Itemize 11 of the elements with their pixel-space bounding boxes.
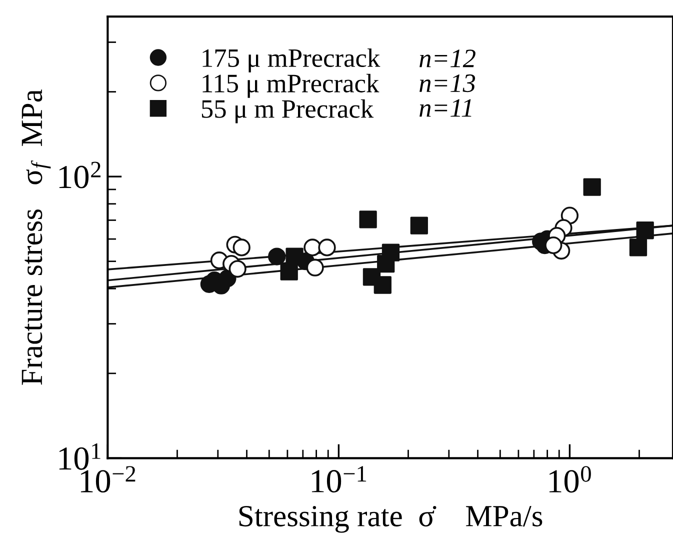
x-tick-label: 10$^{0}$: [549, 466, 591, 493]
annotation: n=13: [420, 74, 476, 92]
x-axis-title: Stressing rate σ̇ MPa/s: [239, 506, 542, 533]
x-tick-label: 10$^{−1}$: [312, 466, 366, 493]
legend-label: 115 μ mPrecrack: [202, 74, 380, 98]
y-tick-label: 10$^{2}$: [59, 162, 100, 188]
annotation: n=12: [420, 50, 476, 68]
annotation: n=11: [420, 99, 472, 117]
y-axis-title: Fracture stress σ$_{f}$ MPa: [22, 90, 51, 385]
legend-label: 175 μ mPrecrack: [202, 48, 380, 72]
legend-label: 55 μ m Precrack: [202, 99, 374, 124]
